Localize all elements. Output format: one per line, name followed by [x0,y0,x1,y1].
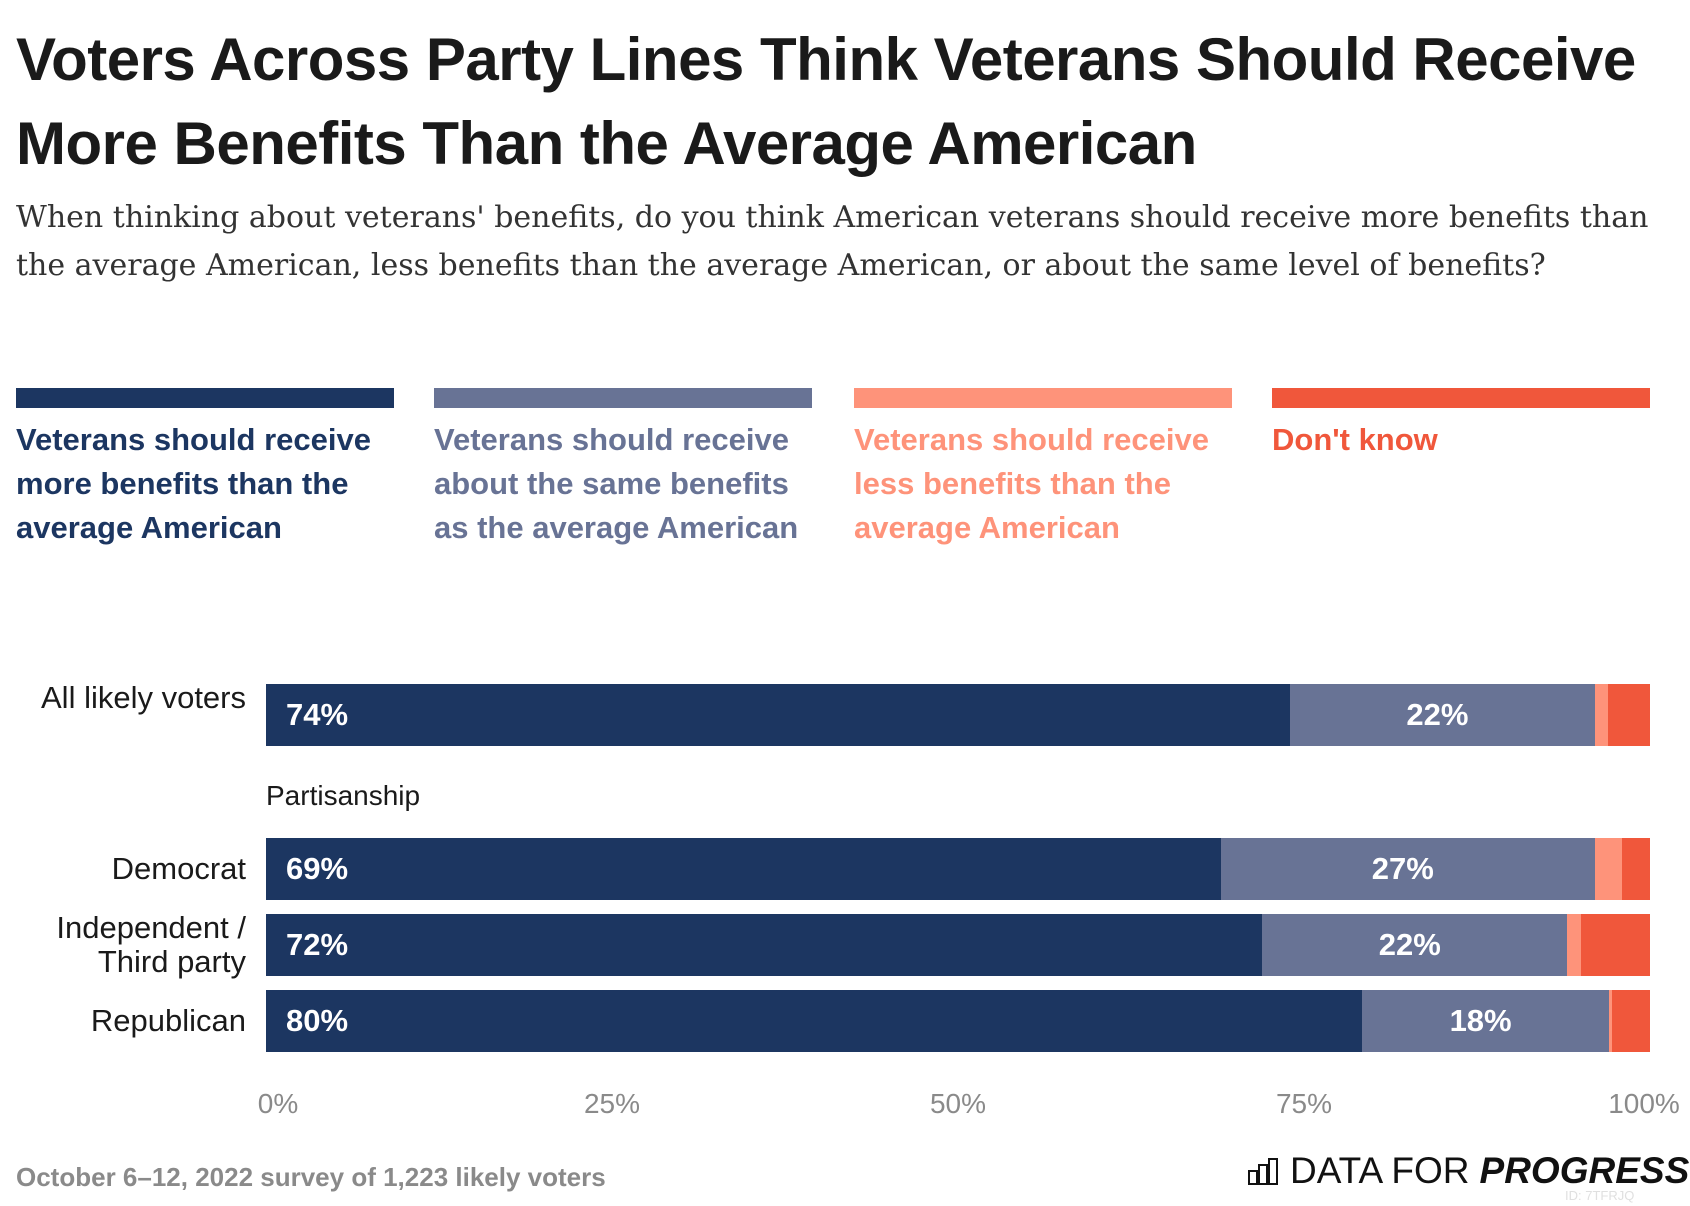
legend-item: Don't know [1272,388,1650,462]
data-label: 18% [1449,1003,1512,1038]
bar-segment [266,838,1221,900]
bar-segment [1262,914,1567,976]
legend-swatch [16,388,394,408]
legend-item: Veterans should receive more benefits th… [16,388,394,550]
stacked-bar: 69% 27% [266,838,1650,900]
survey-note: October 6–12, 2022 survey of 1,223 likel… [16,1162,606,1192]
row-label: Independent / Third party [56,910,246,979]
x-tick-label: 75% [1275,1088,1333,1119]
logo-text-bold: PROGRESS [1479,1150,1690,1191]
stacked-bar: 74% 22% [266,684,1650,746]
legend-swatch [854,388,1232,408]
group-label-partisanship: Partisanship [266,780,421,811]
legend-label: Don't know [1272,422,1438,457]
x-tick-label: 25% [583,1088,641,1119]
x-tick-label: 0% [257,1088,299,1119]
bar-segment [1290,684,1595,746]
stacked-bar: 72% 22% [266,914,1650,976]
bar-segment [1580,914,1650,976]
legend-label: Veterans should receive less benefits th… [854,422,1209,545]
legend-item: Veterans should receive about the same b… [434,388,812,550]
bar-segment [1566,914,1581,976]
data-label: 72% [286,927,349,962]
data-label: 22% [1378,927,1441,962]
bar-segment [266,914,1263,976]
bar-segment [1362,990,1609,1052]
bar-segment [1220,838,1595,900]
legend-item: Veterans should receive less benefits th… [854,388,1232,550]
logo-text-light: DATA FOR [1290,1150,1470,1191]
legend-label: Veterans should receive more benefits th… [16,422,371,545]
bar-segment [1608,990,1612,1052]
bar-segment [1622,838,1650,900]
data-label: 22% [1406,697,1469,732]
bar-segment [266,684,1291,746]
legend-swatch [434,388,812,408]
chart-title: Voters Across Party Lines Think Veterans… [16,26,1636,177]
data-label: 74% [286,697,349,732]
row-label: All likely voters [41,680,246,715]
x-tick-label: 100% [1608,1088,1680,1119]
data-label: 80% [286,1003,349,1038]
bar-segment [1594,684,1609,746]
data-for-progress-logo: DATA FOR PROGRESS [1248,1150,1689,1192]
row-label: Republican [90,1003,246,1038]
bar-segment [1611,990,1650,1052]
legend-label: Veterans should receive about the same b… [434,422,799,545]
bar-segment [1608,684,1650,746]
bar-segment [1594,838,1623,900]
chart-id: ID: 7TFRJQ [1565,1188,1635,1203]
bar-segment [266,990,1363,1052]
x-tick-label: 50% [929,1088,987,1119]
legend-swatch [1272,388,1650,408]
row-label: Democrat [111,851,246,886]
data-label: 69% [286,851,349,886]
chart-subtitle: When thinking about veterans' benefits, … [16,200,1649,283]
stacked-bar: 80% 18% [266,990,1650,1052]
data-label: 27% [1371,851,1434,886]
bar-chart-logo-icon [1248,1158,1278,1185]
